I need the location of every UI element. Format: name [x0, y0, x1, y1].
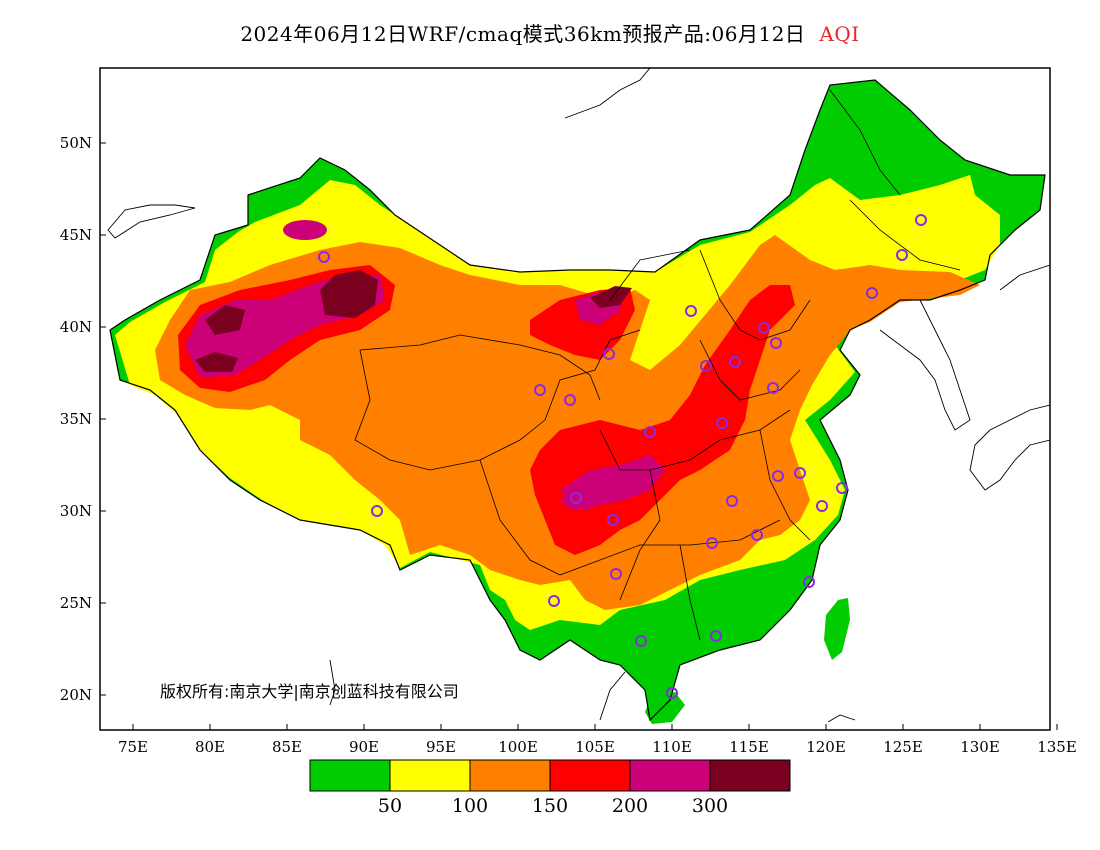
copyright-text: 版权所有:南京大学|南京创蓝科技有限公司	[160, 682, 459, 701]
x-tick-label: 105E	[575, 738, 615, 756]
station-marker	[610, 568, 622, 580]
x-tick-label: 125E	[883, 738, 923, 756]
x-tick-label: 120E	[806, 738, 846, 756]
aqi-zone-darkred-tarim-s	[195, 352, 238, 372]
taiwan-island	[824, 598, 850, 660]
x-tick-label: 130E	[960, 738, 1000, 756]
legend-swatch	[469, 759, 551, 792]
hainan-island	[645, 692, 685, 724]
x-tick-label: 95E	[426, 738, 456, 756]
station-marker	[607, 514, 619, 526]
legend-label: 100	[452, 795, 488, 817]
x-tick-label: 75E	[118, 738, 148, 756]
province-borders	[354, 89, 961, 641]
y-axis: 20N 25N 30N 35N 40N 45N 50N	[60, 134, 106, 704]
x-tick-label: 80E	[195, 738, 225, 756]
china-border	[109, 79, 1046, 722]
legend-swatch	[629, 759, 711, 792]
x-tick-label: 100E	[498, 738, 538, 756]
station-marker	[716, 417, 728, 429]
coastlines	[107, 68, 1050, 723]
station-marker	[758, 322, 770, 334]
x-tick-label: 90E	[349, 738, 379, 756]
y-tick-label: 50N	[60, 134, 92, 152]
station-marker	[915, 214, 927, 226]
station-marker	[635, 635, 647, 647]
title-variable: AQI	[819, 22, 860, 46]
station-marker	[570, 492, 582, 504]
station-marker	[644, 426, 656, 438]
station-marker	[318, 251, 330, 263]
plot-frame	[99, 67, 1051, 731]
x-tick-label: 115E	[729, 738, 769, 756]
station-marker	[534, 384, 546, 396]
station-marker	[896, 249, 908, 261]
station-marker	[729, 356, 741, 368]
legend-swatch	[309, 759, 391, 792]
station-marker	[836, 482, 848, 494]
station-marker	[794, 467, 806, 479]
station-marker	[772, 470, 784, 482]
legend-label: 300	[692, 795, 728, 817]
legend-swatch	[549, 759, 631, 792]
aqi-zone-magenta-tianshan	[283, 220, 327, 240]
color-legend: 50 100 150 200 300	[309, 759, 791, 817]
x-tick-label: 135E	[1037, 738, 1077, 756]
legend-swatch	[389, 759, 471, 792]
x-tick-label: 85E	[272, 738, 302, 756]
station-marker	[767, 382, 779, 394]
legend-swatch	[709, 759, 791, 792]
station-marker	[548, 595, 560, 607]
aqi-zone-darkred-alxa	[590, 286, 632, 308]
station-marker	[751, 529, 763, 541]
station-marker	[564, 394, 576, 406]
map-title: 2024年06月12日WRF/cmaq模式36km预报产品:06月12日 AQI	[0, 18, 1100, 47]
legend-label: 150	[532, 795, 568, 817]
y-tick-label: 25N	[60, 594, 92, 612]
map-fields	[107, 68, 1050, 724]
station-marker	[803, 576, 815, 588]
station-marker	[770, 337, 782, 349]
station-marker	[700, 360, 712, 372]
x-tick-label: 110E	[652, 738, 692, 756]
legend-label: 50	[378, 795, 402, 817]
y-tick-label: 35N	[60, 410, 92, 428]
aqi-zone-darkred-taklimakan	[320, 270, 378, 318]
station-marker	[816, 500, 828, 512]
station-marker	[706, 537, 718, 549]
y-tick-label: 40N	[60, 318, 92, 336]
station-marker	[710, 630, 722, 642]
y-tick-label: 30N	[60, 502, 92, 520]
station-marker	[603, 348, 615, 360]
aqi-zone-darkred-tarim-w	[205, 305, 245, 335]
x-axis: 75E 80E 85E 90E 95E 100E 105E 110E 115E 120E 125E 1…	[118, 724, 1077, 756]
station-marker	[685, 305, 697, 317]
station-markers	[318, 214, 927, 699]
y-tick-label: 20N	[60, 686, 92, 704]
title-main: 2024年06月12日WRF/cmaq模式36km预报产品:06月12日	[240, 22, 806, 46]
station-marker	[866, 287, 878, 299]
station-marker	[666, 687, 678, 699]
y-tick-label: 45N	[60, 226, 92, 244]
legend-label: 200	[612, 795, 648, 817]
station-marker	[371, 505, 383, 517]
station-marker	[726, 495, 738, 507]
